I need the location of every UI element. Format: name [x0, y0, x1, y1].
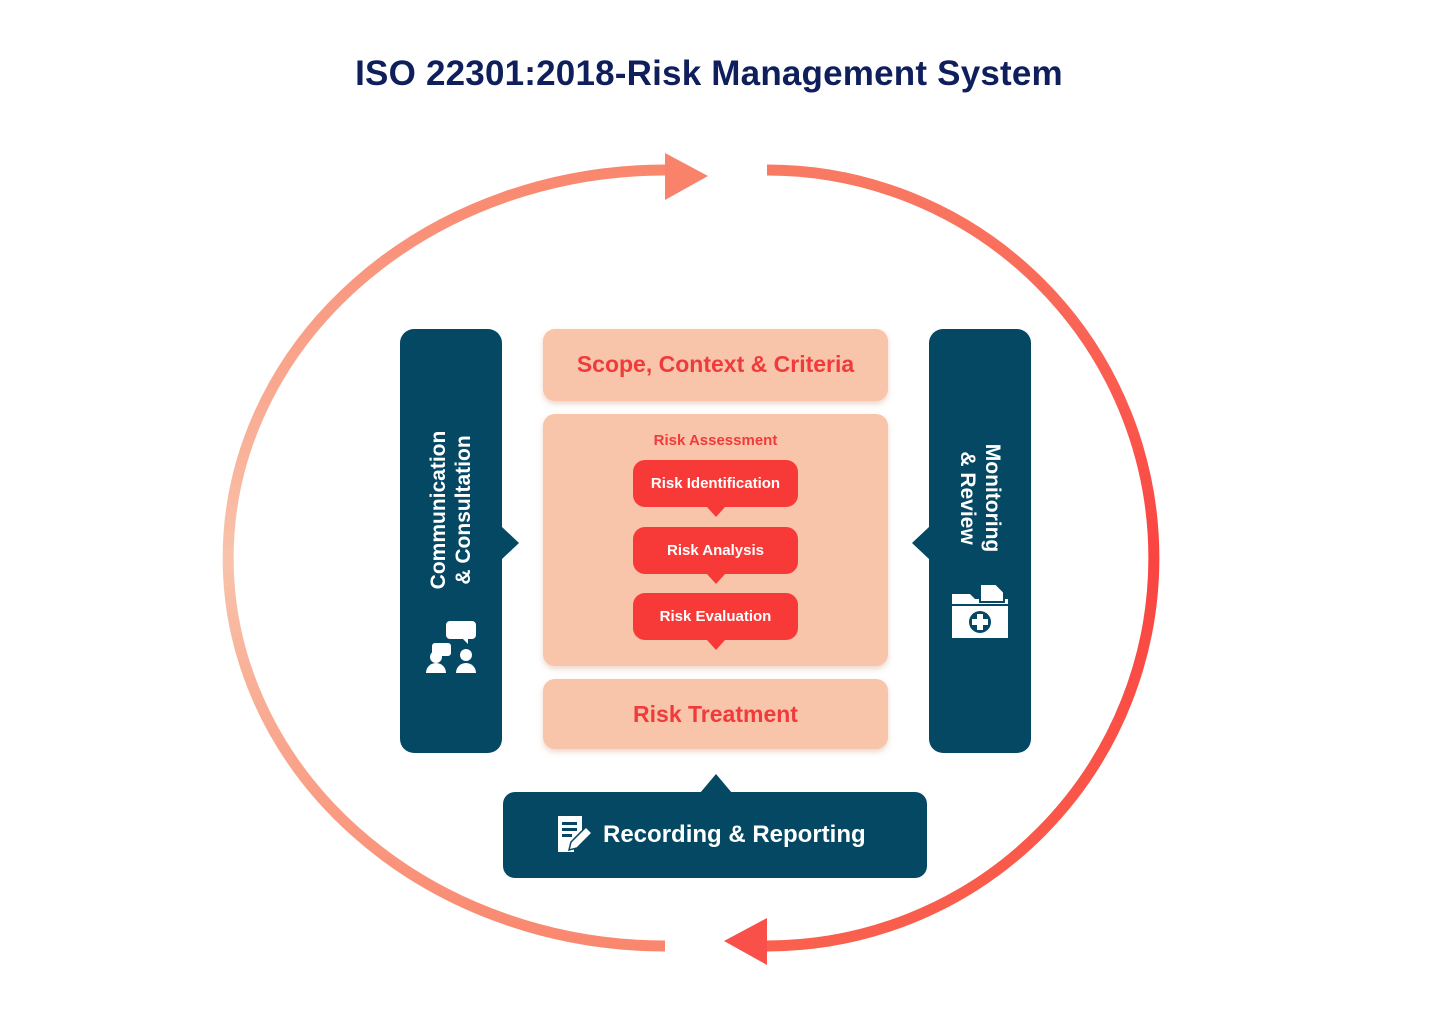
risk-analysis-step: Risk Analysis: [633, 527, 798, 584]
monitoring-label: Monitoring & Review: [955, 418, 1005, 578]
diagram-title: ISO 22301:2018-Risk Management System: [355, 54, 1063, 93]
recording-reporting-bar: Recording & Reporting: [503, 792, 927, 878]
recording-reporting-label: Recording & Reporting: [603, 821, 866, 848]
scope-context-criteria-box: Scope, Context & Criteria: [543, 329, 888, 401]
medical-folder-icon: [952, 583, 1008, 638]
step-down-pointer: [707, 574, 725, 584]
monitoring-review-panel: [929, 329, 1031, 753]
risk-analysis-label: Risk Analysis: [667, 542, 764, 559]
document-edit-icon: [558, 816, 594, 852]
communication-label-line2: & Consultation: [452, 435, 475, 585]
top-arrowhead: [665, 153, 708, 200]
monitoring-pointer: [912, 527, 929, 559]
recording-pointer: [700, 774, 732, 793]
step-down-pointer: [707, 507, 725, 517]
risk-assessment-title: Risk Assessment: [653, 432, 778, 449]
risk-identification-step: Risk Identification: [633, 460, 798, 517]
risk-treatment-label: Risk Treatment: [633, 701, 798, 727]
communication-label: Communication & Consultation: [426, 400, 476, 620]
risk-evaluation-step: Risk Evaluation: [633, 593, 798, 650]
risk-identification-label: Risk Identification: [650, 475, 781, 492]
step-down-pointer: [707, 640, 725, 650]
risk-treatment-box: Risk Treatment: [543, 679, 888, 749]
monitoring-label-line1: Monitoring: [981, 443, 1004, 553]
communication-label-line1: Communication: [427, 430, 450, 590]
left-cycle-arc: [222, 164, 666, 952]
right-cycle-arc: [766, 164, 1160, 952]
communication-pointer: [502, 527, 519, 559]
people-chat-icon: [426, 621, 476, 673]
monitoring-label-line2: & Review: [956, 451, 979, 545]
scope-label: Scope, Context & Criteria: [576, 351, 855, 377]
risk-evaluation-label: Risk Evaluation: [659, 608, 772, 625]
bottom-arrowhead: [724, 918, 767, 965]
communication-consultation-panel: [400, 329, 502, 753]
